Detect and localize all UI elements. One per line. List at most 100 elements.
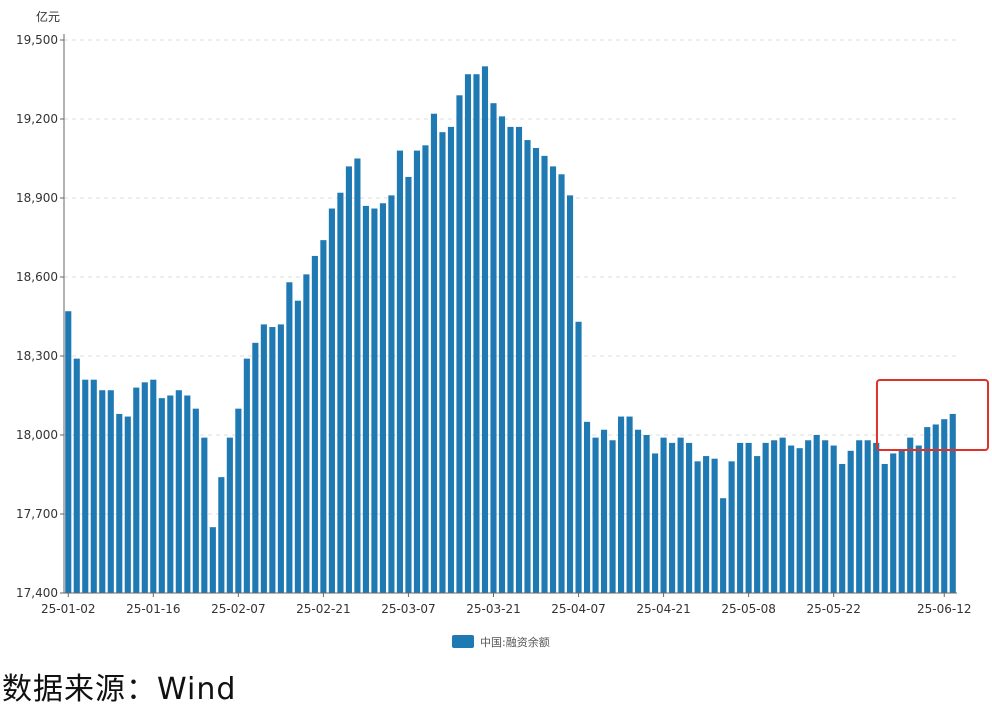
x-tick-label: 25-04-21 (636, 602, 690, 616)
bar (439, 132, 446, 593)
bar (720, 498, 727, 593)
bar (686, 442, 693, 593)
legend: 中国:融资余额 (452, 635, 550, 649)
bar (839, 463, 846, 593)
bar (277, 324, 284, 593)
bar (107, 390, 114, 593)
bar (890, 453, 897, 593)
bar (184, 395, 191, 593)
highlight-box (875, 379, 990, 451)
source-note: 数据来源：Wind (2, 672, 237, 707)
bar (65, 311, 72, 593)
bar (150, 379, 157, 593)
bar (422, 145, 429, 594)
bar (524, 140, 531, 594)
bar (371, 208, 378, 594)
bar (235, 408, 242, 593)
bar (737, 442, 744, 593)
bars (65, 66, 956, 594)
bar (652, 453, 659, 593)
bar (558, 174, 565, 594)
bar (226, 437, 233, 593)
bar (805, 440, 812, 593)
legend-label: 中国:融资余额 (480, 635, 550, 649)
bar (949, 413, 956, 593)
bar (779, 437, 786, 593)
bar (124, 416, 131, 593)
bar (192, 408, 199, 593)
bar (873, 442, 880, 593)
x-tick-label: 25-01-02 (41, 602, 95, 616)
bar (507, 126, 514, 594)
bar (762, 442, 769, 593)
bar (515, 126, 523, 594)
bar (660, 437, 667, 593)
bar (541, 155, 548, 593)
bar (388, 195, 395, 593)
legend-swatch (452, 635, 474, 648)
bar (924, 427, 931, 593)
bar (635, 429, 642, 593)
bar (141, 382, 148, 593)
bar (549, 166, 557, 593)
bar (201, 437, 208, 593)
bar (303, 274, 310, 593)
bar (82, 379, 89, 593)
bar (209, 527, 216, 593)
bar (932, 424, 939, 593)
bar (158, 398, 165, 593)
y-tick-label: 17,400 (16, 586, 58, 600)
x-tick-label: 25-06-12 (917, 602, 971, 616)
bar (830, 445, 837, 593)
bar (405, 176, 412, 593)
bar (745, 442, 752, 593)
x-tick-label: 25-05-08 (721, 602, 775, 616)
bar (490, 103, 497, 593)
bar (345, 166, 352, 593)
bar (711, 458, 718, 593)
bar (771, 440, 778, 593)
bar (218, 477, 225, 593)
bar (269, 327, 276, 593)
bar (856, 440, 863, 593)
y-tick-label: 18,900 (16, 191, 58, 205)
bar (864, 440, 871, 593)
bar (669, 442, 676, 593)
y-axis-unit-label: 亿元 (36, 9, 60, 24)
bar (430, 113, 438, 593)
bar (677, 437, 684, 593)
bar (498, 116, 506, 593)
bar (592, 437, 599, 593)
bar (847, 450, 854, 593)
bar (643, 435, 650, 593)
bar (99, 390, 106, 593)
bar (447, 126, 455, 594)
bar (788, 445, 795, 593)
y-tick-label: 19,500 (16, 33, 58, 47)
x-axis: 25-01-02 25-01-16 25-02-07 25-02-21 25-03-07… (41, 592, 971, 616)
bar (73, 358, 80, 593)
bar (175, 390, 182, 593)
bar (796, 448, 803, 593)
chart: 17,400 17,700 18,000 18,300 18,600 18,900 19,2… (16, 9, 990, 649)
bar (822, 440, 829, 593)
bar (328, 208, 335, 594)
x-tick-label: 25-02-07 (211, 602, 265, 616)
bar (703, 456, 710, 593)
bar (481, 66, 489, 594)
bar (362, 205, 369, 593)
y-tick-label: 17,700 (16, 507, 58, 521)
bar (90, 379, 97, 593)
bar (907, 437, 914, 593)
bar (583, 421, 591, 593)
bar (294, 300, 301, 593)
y-tick-label: 19,200 (16, 112, 58, 126)
x-tick-label: 25-02-21 (296, 602, 350, 616)
bar (626, 416, 633, 593)
bar (898, 450, 905, 593)
bar (464, 74, 472, 593)
bar (133, 387, 140, 593)
bar (456, 95, 463, 594)
bar (413, 150, 421, 593)
bar (286, 282, 293, 593)
